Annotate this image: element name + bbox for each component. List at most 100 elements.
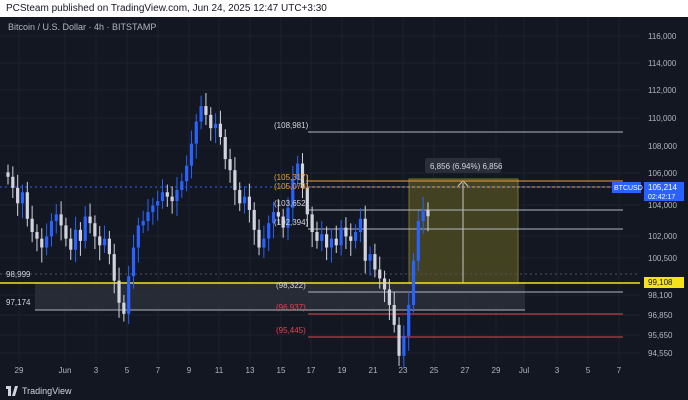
candle-body bbox=[286, 207, 290, 228]
chart-background bbox=[0, 17, 688, 400]
publish-header: PCSteam published on TradingView.com, Ju… bbox=[0, 0, 688, 17]
candle-body bbox=[382, 278, 387, 290]
time-tick-label: 11 bbox=[215, 366, 224, 375]
candle-body bbox=[281, 216, 285, 228]
symbol-title: Bitcoin / U.S. Dollar · 4h · BITSTAMP bbox=[8, 22, 157, 32]
candle-body bbox=[175, 190, 179, 202]
candle-body bbox=[421, 209, 425, 221]
time-tick-label: 3 bbox=[94, 366, 99, 375]
candle-body bbox=[122, 302, 126, 314]
candle-body bbox=[305, 187, 309, 215]
label-108981: (108,981) bbox=[274, 121, 309, 130]
symbol-badge-text: BTCUSD bbox=[614, 185, 643, 192]
time-tick-label: 3 bbox=[555, 366, 560, 375]
candle-body bbox=[416, 220, 420, 261]
time-tick-label: 15 bbox=[277, 366, 286, 375]
candle-body bbox=[102, 238, 107, 246]
level-99108-text: 99,108 bbox=[648, 278, 673, 287]
candle-body bbox=[141, 220, 145, 226]
price-tick-label: 106,000 bbox=[648, 169, 677, 178]
candle-body bbox=[402, 335, 406, 356]
price-tick-label: 100,500 bbox=[648, 254, 677, 263]
candle-body bbox=[180, 181, 184, 191]
candle-body bbox=[40, 238, 44, 248]
candle-body bbox=[165, 192, 169, 197]
time-tick-label: 5 bbox=[125, 366, 130, 375]
label-105079: (105,079) bbox=[274, 182, 309, 191]
candle-body bbox=[252, 209, 256, 230]
candle-body bbox=[199, 106, 203, 122]
candle-body bbox=[276, 212, 280, 217]
candle-body bbox=[344, 227, 348, 237]
price-tick-label: 96,850 bbox=[648, 311, 673, 320]
label-96937: (96,937) bbox=[276, 303, 306, 312]
candle-body bbox=[127, 276, 131, 314]
candle-body bbox=[16, 187, 20, 204]
time-tick-label: 25 bbox=[430, 366, 439, 375]
price-tick-label: 98,100 bbox=[648, 291, 673, 300]
current-price-badge bbox=[644, 182, 684, 201]
candle-body bbox=[349, 236, 353, 241]
time-tick-label: Jun bbox=[59, 366, 72, 375]
candle-body bbox=[20, 192, 25, 204]
candle-body bbox=[69, 238, 73, 250]
candle-body bbox=[238, 190, 242, 204]
time-tick-label: 7 bbox=[156, 366, 161, 375]
tradingview-logo-icon bbox=[6, 386, 18, 396]
candle-body bbox=[78, 229, 83, 241]
candle-body bbox=[59, 214, 63, 226]
level-99108-badge bbox=[644, 277, 684, 288]
measure-label: 6,856 (6.94%) 6,856 bbox=[430, 162, 503, 171]
price-tick-label: 104,000 bbox=[648, 201, 677, 210]
candle-body bbox=[204, 106, 208, 115]
price-tick-label: 108,000 bbox=[648, 142, 677, 151]
candle-body bbox=[373, 254, 377, 270]
label-105317: (105,317) bbox=[274, 173, 309, 182]
candle-body bbox=[329, 238, 334, 248]
candle-body bbox=[368, 254, 372, 261]
candle-body bbox=[160, 192, 165, 202]
label-left-97174: 97,174 bbox=[6, 298, 31, 307]
candle-body bbox=[387, 289, 391, 305]
time-axis[interactable]: 29 Jun 3 5 7 9 11 13 15 17 19 21 23 25 27 29 Jul 3 5 7 bbox=[15, 366, 622, 375]
candle-body bbox=[209, 114, 213, 129]
candle-body bbox=[64, 225, 68, 239]
candle-body bbox=[223, 137, 227, 160]
time-tick-label: 29 bbox=[492, 366, 501, 375]
price-tick-label: 102,000 bbox=[648, 232, 677, 241]
publish-text: PCSteam published on TradingView.com, Ju… bbox=[6, 3, 327, 14]
label-102394: (102,394) bbox=[274, 218, 309, 227]
support-zone[interactable] bbox=[35, 283, 525, 310]
candle-body bbox=[185, 165, 189, 182]
candle-body bbox=[156, 201, 160, 206]
candle-body bbox=[45, 236, 49, 248]
candle-body bbox=[339, 227, 343, 246]
candle-body bbox=[334, 238, 338, 246]
time-tick-label: Jul bbox=[519, 366, 529, 375]
candle-body bbox=[378, 269, 382, 279]
candle-body bbox=[49, 220, 54, 237]
time-tick-label: 23 bbox=[399, 366, 408, 375]
candle-body bbox=[11, 176, 15, 188]
candle-body bbox=[93, 223, 97, 237]
current-price-text: 105,214 bbox=[648, 183, 677, 192]
candle-body bbox=[73, 229, 78, 250]
label-98322: (98,322) bbox=[276, 281, 306, 290]
label-left-98999: 98,999 bbox=[6, 270, 31, 279]
candle-body bbox=[54, 214, 58, 221]
candle-body bbox=[320, 234, 324, 241]
price-axis[interactable]: 116,000 114,000 112,000 110,000 108,000 106,0… bbox=[648, 32, 677, 358]
price-tick-label: 95,650 bbox=[648, 331, 673, 340]
candle-body bbox=[117, 280, 121, 303]
candle-body bbox=[98, 236, 102, 246]
symbol-badge bbox=[612, 182, 641, 193]
time-tick-label: 29 bbox=[15, 366, 24, 375]
label-95445: (95,445) bbox=[276, 326, 306, 335]
candle-body bbox=[189, 143, 194, 166]
candle-body bbox=[30, 218, 34, 233]
candle-body bbox=[83, 216, 87, 241]
tradingview-logo[interactable]: TradingView bbox=[6, 386, 72, 396]
time-tick-label: 17 bbox=[307, 366, 316, 375]
candle-body bbox=[112, 254, 116, 281]
